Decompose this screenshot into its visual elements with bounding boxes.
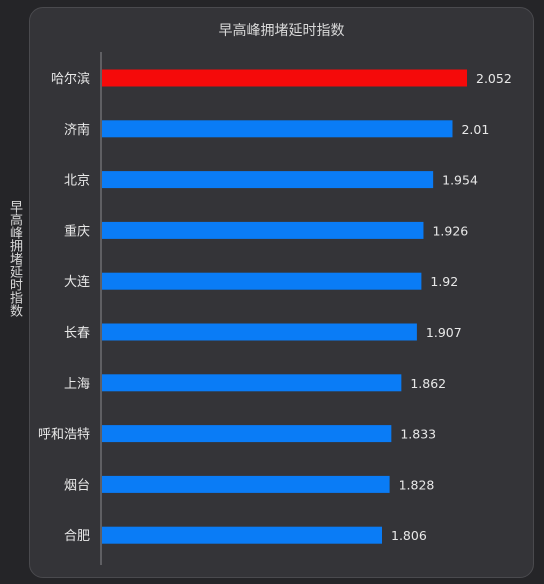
category-label: 长春 xyxy=(64,326,90,341)
value-label: 1.828 xyxy=(399,477,435,492)
category-label: 重庆 xyxy=(64,223,90,239)
value-label: 1.92 xyxy=(430,274,458,289)
bar xyxy=(102,526,382,544)
bar xyxy=(102,272,422,290)
value-label: 1.907 xyxy=(426,325,462,340)
bar xyxy=(102,374,402,392)
chart-title: 早高峰拥堵延时指数 xyxy=(218,23,345,39)
category-label: 上海 xyxy=(64,377,90,392)
y-axis-label: 早高峰拥堵延时指数 xyxy=(7,200,22,317)
bar xyxy=(102,425,392,443)
category-label: 大连 xyxy=(64,274,90,290)
category-label: 北京 xyxy=(64,174,90,189)
value-label: 1.862 xyxy=(410,376,446,391)
bar xyxy=(102,69,467,87)
value-label: 1.833 xyxy=(400,427,436,442)
bar xyxy=(102,323,417,341)
value-label: 2.01 xyxy=(461,122,489,137)
value-label: 1.926 xyxy=(432,223,468,238)
value-label: 1.954 xyxy=(442,173,478,188)
bar xyxy=(102,221,424,239)
bar xyxy=(102,475,390,493)
category-label: 济南 xyxy=(64,122,90,138)
category-label: 烟台 xyxy=(64,478,90,493)
category-label: 哈尔滨 xyxy=(51,71,90,87)
value-label: 2.052 xyxy=(476,71,512,86)
value-label: 1.806 xyxy=(391,528,427,543)
category-label: 呼和浩特 xyxy=(38,428,90,443)
category-label: 合肥 xyxy=(64,529,90,544)
bar xyxy=(102,120,453,138)
bar xyxy=(102,171,434,189)
